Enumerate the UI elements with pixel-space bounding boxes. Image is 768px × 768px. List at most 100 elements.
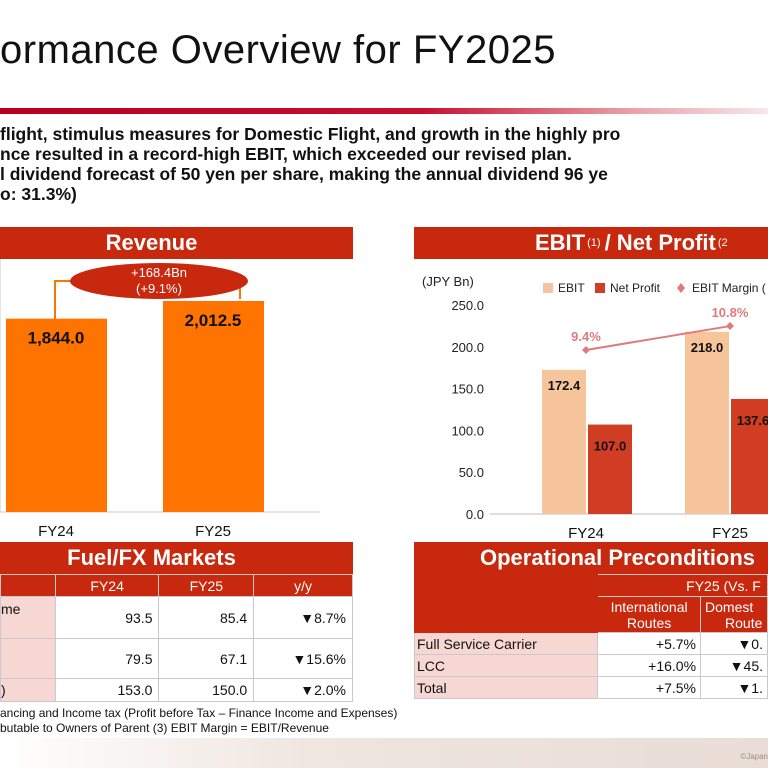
ebit-margin-point <box>726 322 734 331</box>
ops-cell: ▼0. <box>700 632 768 655</box>
ops-col-domestic-line2: Route <box>725 614 763 631</box>
ops-col-international-line2: Routes <box>626 614 672 631</box>
fuel-cell: 150.0 <box>158 678 255 702</box>
ebit-y-tick-label: 200.0 <box>451 340 484 355</box>
fuel-panel-title: Fuel/FX Markets <box>67 545 236 570</box>
fuel-fx-table: FY24 FY25 y/y me 93.5 85.4 ▼8.7% 79.5 67… <box>0 574 353 702</box>
revenue-change-percent: (+9.1%) <box>136 281 182 296</box>
summary-line: l dividend forecast of 50 yen per share,… <box>0 164 608 184</box>
revenue-bar-fy25 <box>163 301 264 512</box>
legend-swatch-ebit <box>543 283 553 293</box>
ops-row-label: Full Service Carrier <box>413 632 599 655</box>
ebit-y-tick-label: 250.0 <box>451 298 484 313</box>
revenue-chart: 1,844.0 FY24 2,012.5 FY25 +168.4Bn (+9.1%) <box>0 259 320 540</box>
fuel-panel-header: Fuel/FX Markets <box>0 542 353 574</box>
revenue-panel-title: Revenue <box>105 230 198 255</box>
ebit-value-label: 172.4 <box>548 378 581 393</box>
fuel-cell: ▼15.6% <box>253 638 353 679</box>
ebit-y-tick-label: 100.0 <box>451 423 484 438</box>
fuel-row-label <box>0 638 56 679</box>
summary-line: nce resulted in a record-high EBIT, whic… <box>0 144 572 164</box>
summary-text: flight, stimulus measures for Domestic F… <box>0 124 620 204</box>
ebit-y-tick-label: 150.0 <box>451 382 484 397</box>
fuel-col-yy: y/y <box>253 574 353 597</box>
ops-col-domestic: Domest Route <box>700 596 768 633</box>
revenue-change-badge <box>70 263 248 299</box>
footnote-line: butable to Owners of Parent (3) EBIT Mar… <box>0 721 329 735</box>
ebit-margin-label: 9.4% <box>571 329 601 344</box>
revenue-bar-fy24 <box>6 318 107 512</box>
ops-group-header-row: FY25 (Vs. F <box>413 574 768 633</box>
revenue-category-label: FY24 <box>38 523 74 540</box>
fuel-cell: ▼8.7% <box>253 596 353 639</box>
ebit-panel-header: EBIT (1) / Net Profit (2 <box>414 227 768 259</box>
ops-cell: ▼45. <box>700 654 768 677</box>
fuel-col-fy25: FY25 <box>158 574 255 597</box>
legend-label-net-profit: Net Profit <box>610 281 661 295</box>
ebit-y-unit: (JPY Bn) <box>422 274 474 289</box>
ops-col-international-line1: International <box>610 598 688 615</box>
fuel-col-fy24: FY24 <box>54 574 160 597</box>
ebit-chart: (JPY Bn) EBIT Net Profit EBIT Margin ( 0… <box>422 274 768 542</box>
summary-line: o: 31.3%) <box>0 184 77 204</box>
revenue-panel-header: Revenue <box>0 227 353 259</box>
table-row: 79.5 67.1 ▼15.6% <box>0 638 353 679</box>
ops-cell: +7.5% <box>597 676 702 699</box>
fuel-table-header-row: FY24 FY25 y/y <box>0 574 353 597</box>
ops-cell: +16.0% <box>597 654 702 677</box>
ops-col-domestic-line1: Domest <box>705 598 754 615</box>
table-row: me 93.5 85.4 ▼8.7% <box>0 596 353 639</box>
footnote-line: ancing and Income tax (Profit before Tax… <box>0 706 398 720</box>
ops-panel-header: Operational Preconditions <box>414 542 768 574</box>
ops-cell: ▼1. <box>700 676 768 699</box>
ebit-bar <box>542 369 586 514</box>
ops-row-label: Total <box>413 676 599 699</box>
ebit-margin-label: 10.8% <box>712 305 749 320</box>
revenue-value-label: 1,844.0 <box>28 329 85 348</box>
net-profit-value-label: 137.6 <box>737 413 768 428</box>
ops-row-label: LCC <box>413 654 599 677</box>
table-row: Full Service Carrier +5.7% ▼0. <box>413 632 768 655</box>
ops-cell: +5.7% <box>597 632 702 655</box>
net-profit-title: / Net Profit <box>604 230 716 255</box>
ops-subheader-row: International Routes Domest Route <box>415 596 768 633</box>
fuel-cell: 93.5 <box>54 596 160 639</box>
table-row: LCC +16.0% ▼45. <box>413 654 768 677</box>
fuel-cell: ▼2.0% <box>253 678 353 702</box>
ebit-margin-line <box>585 325 731 351</box>
summary-line: flight, stimulus measures for Domestic F… <box>0 124 621 144</box>
legend-swatch-net-profit <box>595 283 605 293</box>
revenue-category-label: FY25 <box>195 523 231 540</box>
ops-group-header: FY25 (Vs. F <box>597 574 768 597</box>
ebit-title: EBIT <box>535 230 586 255</box>
ops-table: FY25 (Vs. F International Routes Domest … <box>413 574 768 699</box>
legend-label-ebit-margin: EBIT Margin ( <box>692 281 766 295</box>
fuel-cell: 67.1 <box>158 638 255 679</box>
table-row: Total +7.5% ▼1. <box>413 676 768 699</box>
ebit-margin-point <box>582 346 590 354</box>
fuel-row-label: ) <box>0 678 56 702</box>
net-profit-value-label: 107.0 <box>594 439 627 454</box>
revenue-change-amount: +168.4Bn <box>131 265 187 280</box>
page-title: ormance Overview for FY2025 <box>0 28 556 72</box>
ebit-value-label: 218.0 <box>691 340 724 355</box>
legend-label-ebit: EBIT <box>558 281 585 295</box>
ebit-category-label: FY25 <box>712 525 748 542</box>
fuel-row-label: me <box>0 596 56 639</box>
ebit-category-label: FY24 <box>568 525 604 542</box>
fuel-cell: 85.4 <box>158 596 255 639</box>
ebit-y-tick-label: 0.0 <box>466 507 484 522</box>
ops-panel-title: Operational Preconditions <box>480 545 756 570</box>
fuel-cell: 153.0 <box>54 678 160 702</box>
fuel-table-corner <box>0 574 56 597</box>
footer-band <box>0 738 768 768</box>
title-rule <box>0 108 768 114</box>
revenue-value-label: 2,012.5 <box>185 311 242 330</box>
ops-table-corner <box>413 574 599 633</box>
ebit-y-tick-label: 50.0 <box>459 465 484 480</box>
net-profit-footnote-ref: (2 <box>717 237 728 249</box>
ebit-bar <box>685 331 729 514</box>
copyright: ©Japan <box>740 752 768 761</box>
table-row: ) 153.0 150.0 ▼2.0% <box>0 678 353 702</box>
net-profit-bar <box>588 424 632 514</box>
